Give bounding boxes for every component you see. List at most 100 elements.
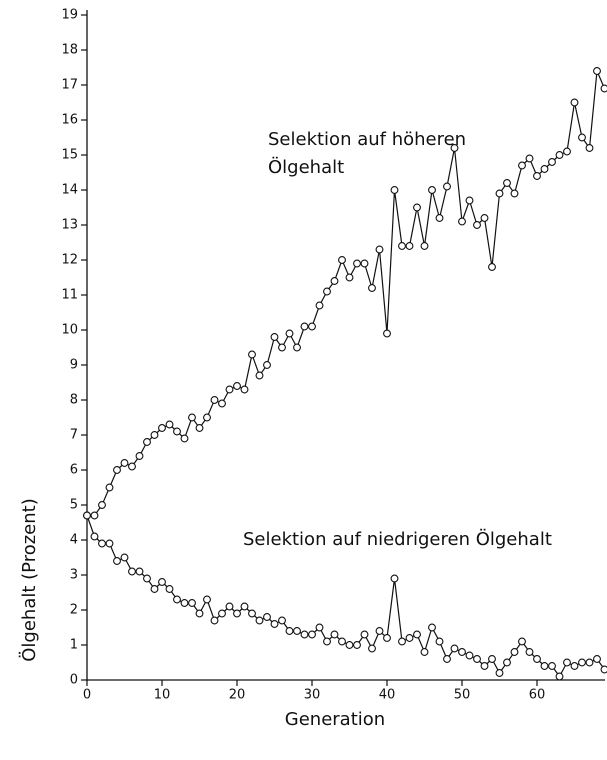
annotation: Selektion auf niedrigeren Ölgehalt	[243, 528, 552, 550]
data-point	[143, 438, 151, 446]
y-tick-label: 3	[70, 568, 78, 583]
data-point	[255, 371, 264, 380]
data-point	[540, 165, 549, 173]
data-point	[375, 627, 384, 635]
y-tick-label: 1	[70, 638, 78, 653]
data-point	[203, 413, 211, 422]
data-point	[300, 322, 309, 331]
data-point	[503, 658, 511, 667]
data-point	[533, 172, 541, 180]
x-axis-label: Generation	[285, 709, 385, 730]
data-point	[480, 662, 489, 670]
data-point	[390, 574, 399, 583]
data-point	[150, 585, 159, 593]
data-point	[405, 242, 414, 250]
data-point	[593, 655, 601, 663]
data-point	[180, 599, 189, 607]
y-tick-label: 4	[70, 533, 78, 548]
data-point	[173, 427, 181, 436]
data-point	[173, 595, 181, 604]
data-point	[285, 329, 294, 338]
data-point	[503, 179, 511, 187]
data-point	[428, 186, 436, 194]
data-point	[465, 196, 474, 205]
data-point	[128, 462, 136, 471]
data-point	[135, 452, 144, 460]
data-point	[473, 221, 481, 229]
data-point	[383, 329, 391, 338]
data-point	[323, 637, 331, 646]
y-tick-label: 17	[61, 78, 78, 93]
data-point	[585, 144, 594, 152]
data-point	[518, 637, 526, 646]
data-point	[368, 644, 376, 653]
data-point	[330, 277, 339, 285]
data-point	[570, 98, 579, 107]
data-point	[293, 343, 301, 352]
x-tick-label: 0	[83, 688, 91, 703]
x-tick-label: 30	[304, 688, 321, 703]
y-tick-label: 16	[61, 113, 78, 128]
data-point	[338, 637, 346, 646]
data-point	[233, 609, 241, 618]
y-tick-label: 13	[61, 218, 78, 233]
data-point	[353, 259, 361, 268]
series-line	[86, 515, 605, 678]
data-point	[360, 259, 369, 268]
y-tick-label: 2	[70, 603, 78, 618]
data-point	[105, 539, 114, 548]
data-point	[398, 242, 406, 250]
data-point	[495, 669, 504, 677]
data-point	[278, 343, 286, 352]
data-point	[158, 424, 166, 432]
data-point	[150, 431, 159, 439]
data-point	[188, 413, 196, 422]
data-point	[450, 644, 459, 653]
data-point	[135, 567, 144, 576]
data-point	[563, 658, 571, 667]
data-point	[98, 501, 106, 509]
data-point	[480, 214, 489, 222]
data-point	[218, 609, 226, 618]
data-point	[300, 630, 309, 639]
data-point	[188, 599, 196, 607]
data-point	[293, 627, 301, 635]
data-point	[278, 616, 286, 625]
data-point	[210, 396, 219, 404]
data-point	[180, 434, 189, 443]
data-point	[203, 595, 211, 604]
data-point	[345, 273, 354, 282]
data-point	[533, 655, 541, 663]
data-point	[120, 553, 129, 562]
data-point	[263, 361, 271, 369]
data-point	[488, 263, 496, 271]
data-point	[128, 567, 136, 576]
data-point	[585, 658, 594, 667]
data-point	[548, 158, 556, 166]
data-point	[518, 161, 526, 170]
data-point	[330, 630, 339, 639]
data-point	[390, 186, 399, 194]
y-tick-label: 12	[61, 253, 78, 268]
data-point	[420, 648, 429, 656]
data-point	[308, 630, 316, 639]
y-tick-label: 19	[61, 8, 78, 23]
annotation: Selektion auf höheren	[268, 129, 466, 150]
y-tick-label: 11	[61, 288, 78, 303]
annotation: Ölgehalt	[268, 156, 344, 178]
data-point	[360, 630, 369, 639]
data-point	[113, 466, 121, 474]
data-point	[570, 662, 579, 670]
y-tick-label: 6	[70, 463, 78, 478]
data-point	[248, 609, 256, 618]
data-point	[240, 602, 249, 611]
data-point	[105, 483, 114, 492]
data-point	[413, 203, 421, 212]
data-point	[495, 189, 504, 198]
data-point	[398, 637, 406, 646]
data-point	[120, 459, 129, 467]
data-point	[90, 511, 99, 520]
data-point	[345, 641, 354, 649]
data-point	[458, 217, 466, 226]
